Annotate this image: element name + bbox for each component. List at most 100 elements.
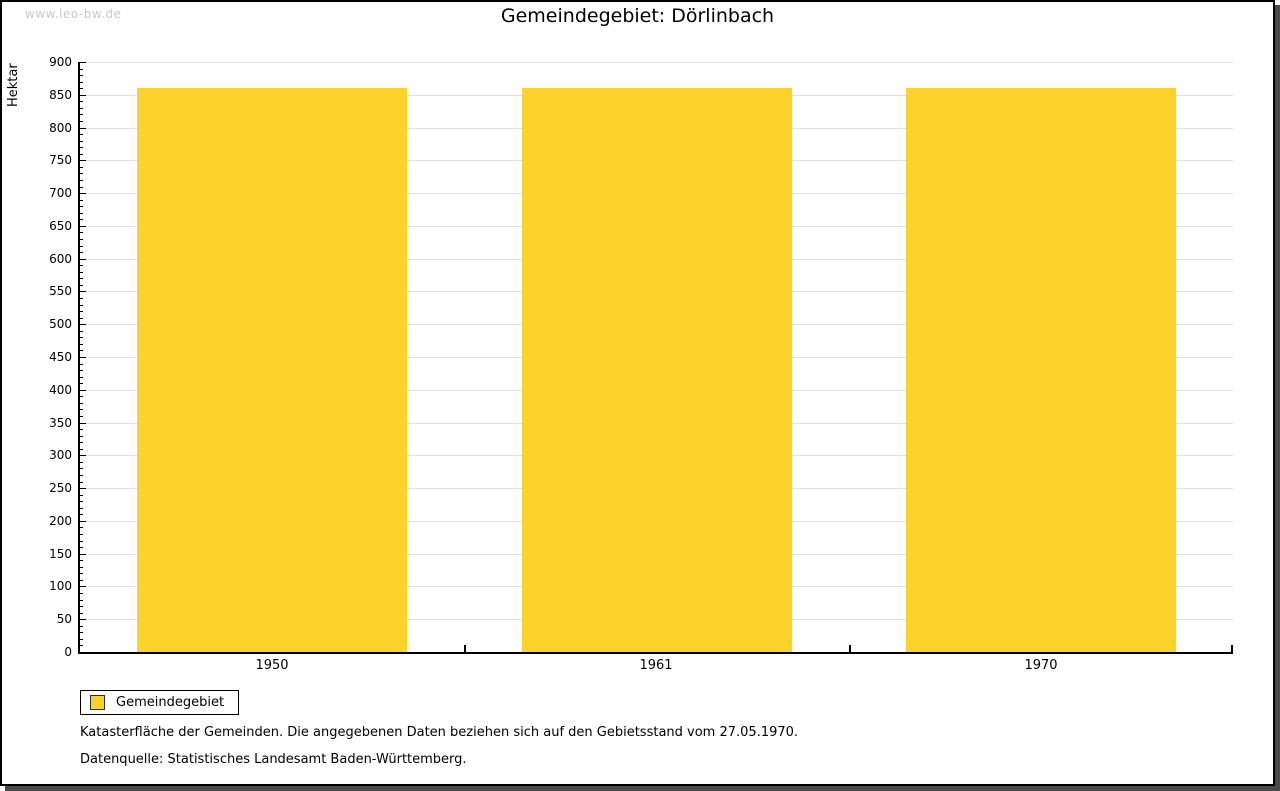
y-axis-major-tick: [80, 62, 86, 63]
legend: Gemeindegebiet: [80, 690, 240, 715]
y-axis-tick-label: 750: [49, 153, 72, 167]
y-axis-minor-tick: [80, 573, 83, 574]
y-axis-minor-tick: [80, 383, 83, 384]
y-axis-minor-tick: [80, 337, 83, 338]
y-axis-minor-tick: [80, 173, 83, 174]
x-axis-tick-label: 1961: [639, 658, 673, 673]
y-axis-minor-tick: [80, 167, 83, 168]
y-axis-major-tick: [80, 128, 86, 129]
y-axis-major-tick: [80, 259, 86, 260]
y-axis-minor-tick: [80, 449, 83, 450]
y-axis-tick-label: 550: [49, 284, 72, 298]
y-axis-minor-tick: [80, 495, 83, 496]
y-axis-minor-tick: [80, 75, 83, 76]
y-axis-minor-tick: [80, 219, 83, 220]
y-axis-minor-tick: [80, 285, 83, 286]
y-axis-major-tick: [80, 488, 86, 489]
y-axis-tick-label: 700: [49, 186, 72, 200]
y-axis-minor-tick: [80, 232, 83, 233]
y-axis-minor-tick: [80, 311, 83, 312]
y-axis-minor-tick: [80, 141, 83, 142]
y-axis-minor-tick: [80, 547, 83, 548]
y-axis-minor-tick: [80, 541, 83, 542]
y-axis-major-tick: [80, 226, 86, 227]
y-axis-minor-tick: [80, 508, 83, 509]
y-axis-major-tick: [80, 586, 86, 587]
y-axis-minor-tick: [80, 403, 83, 404]
y-axis-tick-label: 400: [49, 383, 72, 397]
y-axis-minor-tick: [80, 416, 83, 417]
y-axis-minor-tick: [80, 560, 83, 561]
chart-title: Gemeindegebiet: Dörlinbach: [500, 5, 775, 27]
y-axis-major-tick: [80, 390, 86, 391]
y-axis-minor-tick: [80, 632, 83, 633]
y-axis-major-tick: [80, 619, 86, 620]
y-axis-tick-label: 900: [49, 55, 72, 69]
y-axis-minor-tick: [80, 442, 83, 443]
plot-area: 1950 1961 1970 0 50 100 150 200 250 300 350 400 450 5…: [49, 55, 1233, 673]
y-axis-minor-tick: [80, 265, 83, 266]
bar: [137, 88, 407, 652]
y-axis-tick-label: 200: [49, 514, 72, 528]
y-axis-minor-tick: [80, 409, 83, 410]
y-axis-minor-tick: [80, 344, 83, 345]
y-axis-minor-tick: [80, 364, 83, 365]
y-axis-minor-tick: [80, 580, 83, 581]
y-axis-minor-tick: [80, 606, 83, 607]
footnote-description: Katasterfläche der Gemeinden. Die angege…: [80, 725, 799, 740]
y-axis-minor-tick: [80, 206, 83, 207]
y-axis-minor-tick: [80, 318, 83, 319]
y-axis-major-tick: [80, 423, 86, 424]
y-axis-major-tick: [80, 357, 86, 358]
y-axis-minor-tick: [80, 180, 83, 181]
y-axis-minor-tick: [80, 82, 83, 83]
y-axis-minor-tick: [80, 593, 83, 594]
y-axis-minor-tick: [80, 246, 83, 247]
y-axis-minor-tick: [80, 134, 83, 135]
x-axis-tick-label: 1970: [1024, 658, 1058, 673]
y-axis-minor-tick: [80, 305, 83, 306]
y-axis-tick-label: 300: [49, 448, 72, 462]
y-axis-minor-tick: [80, 108, 83, 109]
y-axis-major-tick: [80, 521, 86, 522]
y-axis-tick-label: 100: [49, 579, 72, 593]
y-axis-tick-label: 150: [49, 547, 72, 561]
y-axis-tick-label: 650: [49, 219, 72, 233]
y-axis-tick-label: 450: [49, 350, 72, 364]
y-axis-minor-tick: [80, 600, 83, 601]
y-axis-major-tick: [80, 95, 86, 96]
y-axis-minor-tick: [80, 114, 83, 115]
y-axis-minor-tick: [80, 272, 83, 273]
y-axis-minor-tick: [80, 187, 83, 188]
y-axis-minor-tick: [80, 527, 83, 528]
y-axis-minor-tick: [80, 278, 83, 279]
y-axis-minor-tick: [80, 429, 83, 430]
y-axis-minor-tick: [80, 154, 83, 155]
y-axis-major-tick: [80, 324, 86, 325]
y-axis-major-tick: [80, 193, 86, 194]
y-axis-minor-tick: [80, 462, 83, 463]
y-axis-major-tick: [80, 652, 86, 653]
y-axis-minor-tick: [80, 567, 83, 568]
bar: [906, 88, 1176, 652]
y-axis-tick-label: 850: [49, 88, 72, 102]
bar: [522, 88, 792, 652]
y-axis-tick-label: 350: [49, 416, 72, 430]
y-axis-minor-tick: [80, 101, 83, 102]
x-axis-tick-label: 1950: [255, 658, 289, 673]
y-axis-minor-tick: [80, 534, 83, 535]
y-axis-tick-label: 800: [49, 121, 72, 135]
x-axis-boundary-tick: [1231, 645, 1233, 652]
y-axis-major-tick: [80, 455, 86, 456]
gridline: [80, 62, 1233, 63]
y-axis-minor-tick: [80, 331, 83, 332]
y-axis-major-tick: [80, 160, 86, 161]
y-axis-minor-tick: [80, 626, 83, 627]
footnote-source: Datenquelle: Statistisches Landesamt Bad…: [80, 752, 467, 767]
y-axis-minor-tick: [80, 396, 83, 397]
y-axis-minor-tick: [80, 475, 83, 476]
y-axis-minor-tick: [80, 613, 83, 614]
y-axis-minor-tick: [80, 88, 83, 89]
y-axis-major-tick: [80, 554, 86, 555]
